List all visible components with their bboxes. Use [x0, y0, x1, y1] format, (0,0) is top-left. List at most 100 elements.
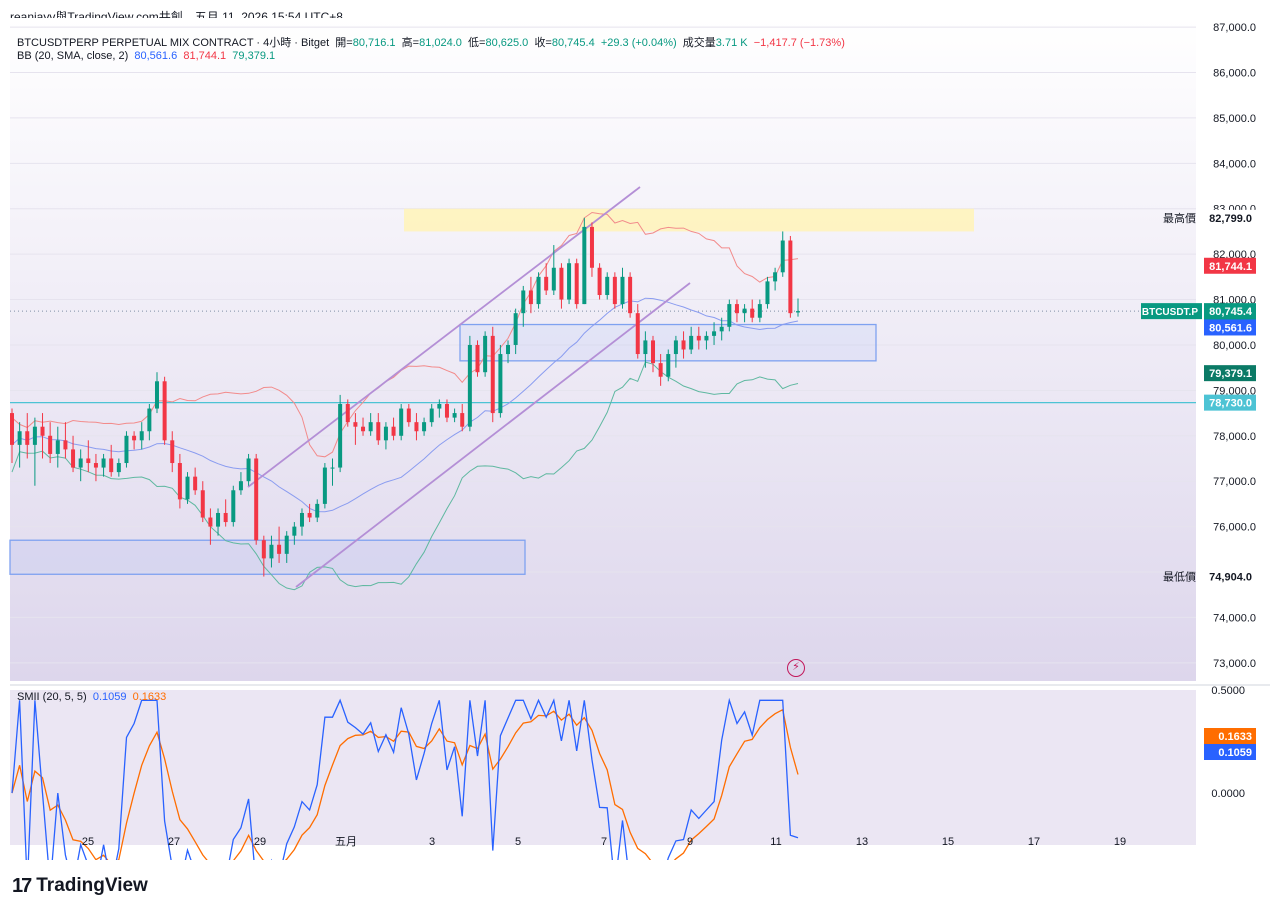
candle-body[interactable]: [193, 476, 198, 491]
candle-body[interactable]: [32, 426, 37, 445]
candle-body[interactable]: [277, 544, 282, 554]
candle-body[interactable]: [483, 335, 488, 373]
candle-body[interactable]: [582, 226, 587, 305]
candle-body[interactable]: [712, 331, 717, 336]
candle-body[interactable]: [17, 431, 22, 445]
candle-body[interactable]: [651, 340, 656, 364]
candle-body[interactable]: [460, 413, 465, 427]
candle-body[interactable]: [498, 354, 503, 414]
lightning-icon[interactable]: ⚡: [787, 659, 805, 677]
candle-body[interactable]: [475, 344, 480, 373]
candle-body[interactable]: [139, 431, 144, 441]
candle-body[interactable]: [254, 458, 259, 541]
candle-body[interactable]: [330, 467, 335, 469]
channel-lower-line[interactable]: [295, 282, 691, 588]
candle-body[interactable]: [86, 458, 91, 464]
resistance-zone[interactable]: [404, 208, 974, 232]
candle-body[interactable]: [506, 344, 511, 355]
candle-body[interactable]: [406, 408, 411, 423]
candle-body[interactable]: [391, 426, 396, 436]
candle-body[interactable]: [208, 517, 213, 527]
candle-body[interactable]: [101, 458, 106, 468]
candle-body[interactable]: [78, 458, 83, 468]
candle-body[interactable]: [597, 267, 602, 296]
candle-body[interactable]: [368, 422, 373, 432]
candle-body[interactable]: [422, 422, 427, 432]
candle-body[interactable]: [307, 512, 312, 518]
candle-body[interactable]: [299, 512, 304, 527]
channel-upper-line[interactable]: [247, 186, 641, 488]
candle-body[interactable]: [689, 335, 694, 350]
price-chart[interactable]: 87,000.086,000.085,000.084,000.083,000.0…: [0, 0, 1280, 860]
candle-body[interactable]: [635, 313, 640, 355]
candle-body[interactable]: [25, 431, 30, 445]
candle-body[interactable]: [429, 408, 434, 423]
candle-body[interactable]: [673, 340, 678, 355]
candle-body[interactable]: [765, 281, 770, 305]
candle-body[interactable]: [399, 408, 404, 436]
candle-body[interactable]: [414, 422, 419, 432]
candle-body[interactable]: [361, 426, 366, 432]
candle-body[interactable]: [574, 263, 579, 305]
candle-body[interactable]: [71, 449, 76, 468]
candle-body[interactable]: [490, 335, 495, 414]
candle-body[interactable]: [93, 463, 98, 468]
candle-body[interactable]: [10, 413, 14, 445]
candle-body[interactable]: [452, 413, 457, 418]
candle-body[interactable]: [528, 290, 533, 305]
candle-body[interactable]: [63, 440, 68, 450]
candle-body[interactable]: [567, 263, 572, 300]
candle-body[interactable]: [628, 276, 633, 314]
candle-body[interactable]: [513, 313, 518, 345]
candle-body[interactable]: [643, 340, 648, 355]
candle-body[interactable]: [681, 340, 686, 350]
candle-body[interactable]: [216, 512, 221, 527]
range-box-lower[interactable]: [9, 539, 526, 575]
candle-body[interactable]: [750, 308, 755, 318]
candle-body[interactable]: [231, 490, 236, 523]
candle-body[interactable]: [696, 335, 701, 341]
candle-body[interactable]: [742, 308, 747, 314]
candle-body[interactable]: [170, 440, 175, 464]
candle-body[interactable]: [132, 435, 137, 441]
candle-body[interactable]: [238, 481, 243, 491]
candle-body[interactable]: [200, 490, 205, 518]
candle-body[interactable]: [185, 476, 190, 500]
candle-body[interactable]: [666, 354, 671, 377]
candle-body[interactable]: [292, 526, 297, 536]
candle-body[interactable]: [544, 276, 549, 291]
candle-body[interactable]: [109, 458, 114, 473]
candle-body[interactable]: [605, 276, 610, 296]
candle-body[interactable]: [788, 240, 793, 314]
candle-body[interactable]: [444, 403, 449, 418]
candle-body[interactable]: [162, 381, 167, 441]
candle-body[interactable]: [261, 540, 266, 559]
candle-body[interactable]: [338, 403, 343, 468]
candle-body[interactable]: [559, 267, 564, 300]
candle-body[interactable]: [177, 463, 182, 500]
candle-body[interactable]: [612, 276, 617, 305]
candle-body[interactable]: [383, 426, 388, 441]
candle-body[interactable]: [704, 335, 709, 341]
candle-body[interactable]: [154, 381, 159, 409]
candle-body[interactable]: [284, 535, 289, 554]
candle-body[interactable]: [376, 422, 381, 441]
candle-body[interactable]: [757, 304, 762, 318]
candle-body[interactable]: [780, 240, 785, 273]
candle-body[interactable]: [796, 311, 800, 313]
candle-body[interactable]: [467, 344, 472, 427]
candle-body[interactable]: [223, 512, 228, 523]
candle-body[interactable]: [773, 272, 778, 282]
candle-body[interactable]: [40, 426, 45, 436]
candle-body[interactable]: [620, 276, 625, 305]
candle-body[interactable]: [48, 435, 53, 454]
candle-body[interactable]: [322, 467, 327, 504]
candle-body[interactable]: [246, 458, 251, 482]
candle-body[interactable]: [55, 440, 60, 454]
candle-body[interactable]: [345, 403, 350, 423]
candle-body[interactable]: [521, 290, 526, 314]
candle-body[interactable]: [589, 226, 594, 268]
candle-body[interactable]: [147, 408, 152, 432]
candle-body[interactable]: [719, 326, 724, 332]
candle-body[interactable]: [269, 544, 274, 559]
